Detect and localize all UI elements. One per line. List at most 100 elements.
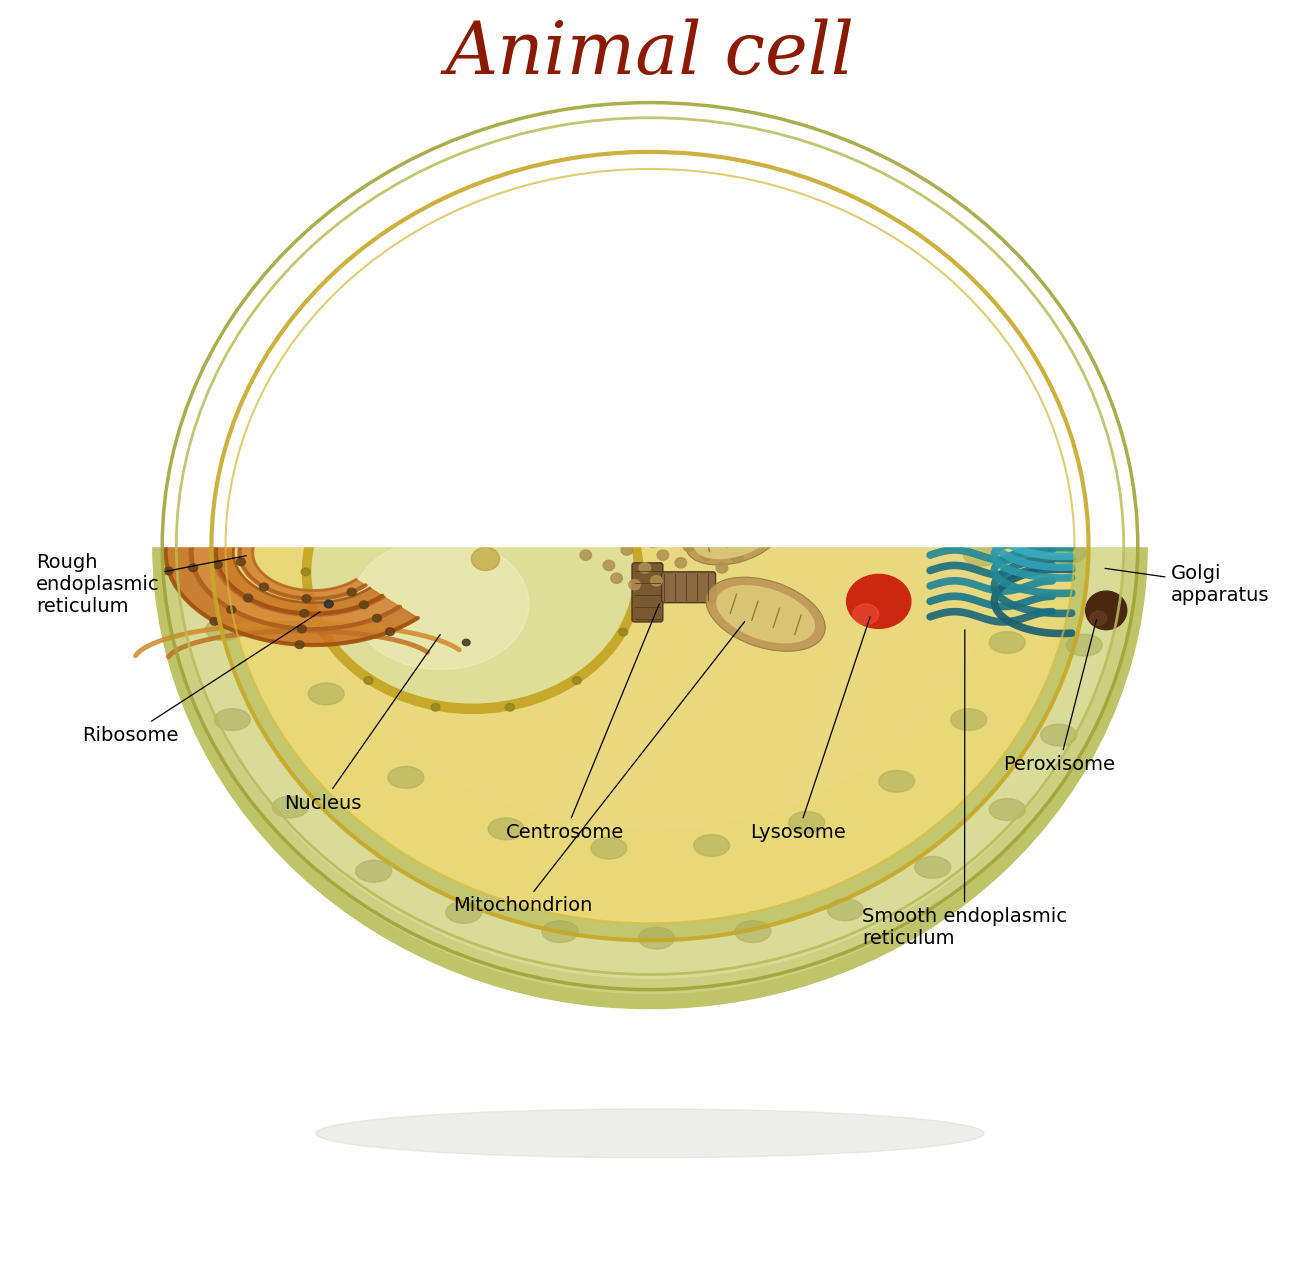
Ellipse shape xyxy=(1086,591,1127,630)
Ellipse shape xyxy=(373,614,381,622)
Ellipse shape xyxy=(611,573,623,583)
Ellipse shape xyxy=(177,114,1123,978)
Ellipse shape xyxy=(361,517,370,524)
Ellipse shape xyxy=(224,527,260,547)
Ellipse shape xyxy=(647,537,658,547)
Ellipse shape xyxy=(395,495,404,502)
Ellipse shape xyxy=(413,323,450,344)
Ellipse shape xyxy=(334,378,370,400)
Ellipse shape xyxy=(432,433,439,441)
Ellipse shape xyxy=(703,271,738,293)
Ellipse shape xyxy=(407,457,443,479)
Ellipse shape xyxy=(1018,457,1053,479)
Ellipse shape xyxy=(716,563,728,573)
Ellipse shape xyxy=(352,538,529,669)
Ellipse shape xyxy=(654,501,666,511)
Ellipse shape xyxy=(386,628,394,636)
Polygon shape xyxy=(191,475,400,630)
Text: Smooth endoplasmic
reticulum: Smooth endoplasmic reticulum xyxy=(862,630,1067,948)
Ellipse shape xyxy=(298,626,307,634)
Ellipse shape xyxy=(364,677,373,685)
Ellipse shape xyxy=(506,703,515,711)
Ellipse shape xyxy=(915,470,950,492)
Ellipse shape xyxy=(693,522,705,532)
Ellipse shape xyxy=(619,508,628,515)
Ellipse shape xyxy=(572,677,581,685)
Ellipse shape xyxy=(205,618,242,640)
Bar xyxy=(8,0,1292,546)
Ellipse shape xyxy=(211,618,218,626)
Ellipse shape xyxy=(302,568,311,576)
Ellipse shape xyxy=(664,375,701,396)
Ellipse shape xyxy=(716,586,814,642)
Ellipse shape xyxy=(571,380,606,403)
Ellipse shape xyxy=(572,459,581,466)
Ellipse shape xyxy=(303,430,644,713)
Ellipse shape xyxy=(352,522,387,545)
Ellipse shape xyxy=(963,545,1000,567)
Ellipse shape xyxy=(242,529,251,537)
Ellipse shape xyxy=(950,709,987,730)
Ellipse shape xyxy=(198,517,207,524)
Text: Animal cell: Animal cell xyxy=(446,19,854,89)
Ellipse shape xyxy=(221,523,230,531)
Ellipse shape xyxy=(364,459,373,466)
Ellipse shape xyxy=(846,574,911,628)
Ellipse shape xyxy=(706,577,826,651)
Ellipse shape xyxy=(326,473,335,481)
Ellipse shape xyxy=(800,287,835,308)
Ellipse shape xyxy=(640,563,650,573)
Ellipse shape xyxy=(1091,610,1106,625)
Text: Centrosome: Centrosome xyxy=(506,604,659,842)
Text: Golgi
apparatus: Golgi apparatus xyxy=(1105,564,1269,605)
Ellipse shape xyxy=(1040,723,1076,745)
Ellipse shape xyxy=(225,168,1075,924)
Ellipse shape xyxy=(260,583,268,591)
Ellipse shape xyxy=(308,682,344,704)
Ellipse shape xyxy=(153,84,1147,1009)
Ellipse shape xyxy=(656,550,668,560)
Ellipse shape xyxy=(226,605,235,613)
Ellipse shape xyxy=(638,926,675,948)
Text: Ribosome: Ribosome xyxy=(82,612,320,744)
Ellipse shape xyxy=(629,522,641,532)
Ellipse shape xyxy=(1066,634,1102,655)
Text: Mitochondrion: Mitochondrion xyxy=(452,622,745,915)
Ellipse shape xyxy=(1049,542,1086,563)
Ellipse shape xyxy=(320,502,329,510)
FancyBboxPatch shape xyxy=(662,572,715,603)
Ellipse shape xyxy=(734,920,771,942)
Ellipse shape xyxy=(316,1109,984,1158)
Ellipse shape xyxy=(966,386,1002,407)
Ellipse shape xyxy=(263,495,272,502)
Ellipse shape xyxy=(506,433,515,441)
Ellipse shape xyxy=(598,496,610,506)
Text: Lysosome: Lysosome xyxy=(750,617,870,842)
Ellipse shape xyxy=(326,605,363,627)
Ellipse shape xyxy=(542,920,578,942)
Ellipse shape xyxy=(664,529,676,540)
Ellipse shape xyxy=(446,902,482,923)
Ellipse shape xyxy=(387,766,424,788)
Ellipse shape xyxy=(378,505,387,513)
Ellipse shape xyxy=(580,550,592,560)
Ellipse shape xyxy=(356,860,391,882)
Ellipse shape xyxy=(682,541,694,551)
Ellipse shape xyxy=(879,770,915,792)
Ellipse shape xyxy=(213,560,222,568)
Ellipse shape xyxy=(243,594,252,601)
Polygon shape xyxy=(216,491,382,614)
Ellipse shape xyxy=(636,568,645,576)
Ellipse shape xyxy=(212,152,1088,941)
Ellipse shape xyxy=(590,515,602,526)
Ellipse shape xyxy=(592,838,627,858)
Ellipse shape xyxy=(634,496,646,506)
Ellipse shape xyxy=(503,287,540,308)
Ellipse shape xyxy=(432,703,439,711)
Ellipse shape xyxy=(844,419,880,441)
Ellipse shape xyxy=(621,545,633,555)
Ellipse shape xyxy=(274,508,283,515)
Ellipse shape xyxy=(694,515,772,559)
Ellipse shape xyxy=(312,441,633,703)
Ellipse shape xyxy=(694,835,729,856)
